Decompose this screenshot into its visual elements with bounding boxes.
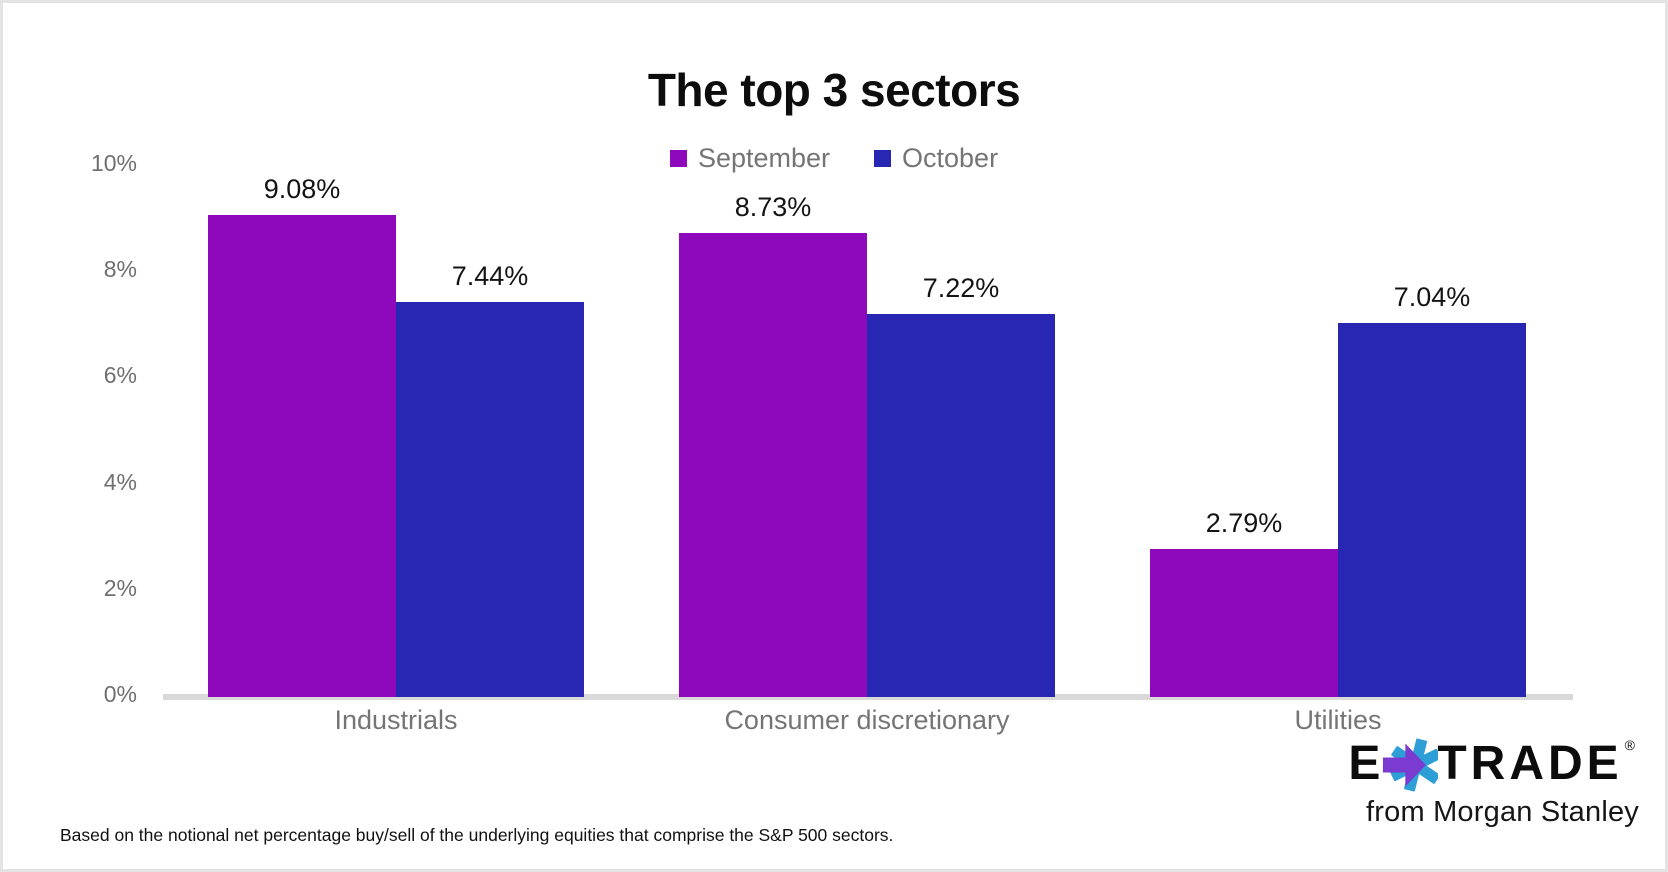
bar-value-label: 9.08%	[263, 173, 341, 204]
october-swatch-icon	[874, 150, 892, 167]
bar-october-industrials	[396, 301, 584, 697]
bar-value-label: 7.22%	[922, 272, 1000, 303]
bar-october-consumer-discretionary	[867, 313, 1055, 697]
y-tick-label: 2%	[103, 574, 137, 601]
chart-title: The top 3 sectors	[647, 64, 1021, 116]
bar-value-label: 2.79%	[1205, 507, 1283, 538]
logo-tagline: from Morgan Stanley	[1366, 796, 1639, 828]
bar-value-label: 7.04%	[1393, 282, 1471, 313]
footnote: Based on the notional net percentage buy…	[60, 825, 894, 845]
y-tick-label: 0%	[103, 681, 137, 707]
etrade-wordmark: E TRADE ®	[1348, 736, 1639, 792]
bar-value-label: 7.44%	[451, 260, 529, 291]
y-tick-label: 6%	[103, 362, 137, 389]
september-swatch-icon	[669, 150, 687, 167]
legend: September October	[3, 143, 1665, 174]
x-axis-baseline	[163, 694, 1573, 700]
y-tick-label: 8%	[103, 256, 137, 283]
etrade-wordmark-e: E	[1348, 737, 1385, 790]
legend-label-september: September	[697, 143, 831, 173]
legend-item-september: September	[669, 143, 831, 174]
category-label-utilities: Utilities	[1294, 705, 1382, 735]
bar-october-utilities	[1338, 323, 1526, 697]
etrade-logo: E TRADE ® from Morgan Stanley	[1348, 736, 1639, 829]
y-tick-label: 10%	[90, 150, 137, 176]
bar-september-industrials	[208, 214, 396, 697]
bar-value-label: 8.73%	[734, 192, 812, 223]
etrade-star-icon	[1383, 738, 1439, 792]
y-tick-label: 4%	[103, 468, 137, 495]
etrade-wordmark-trade: TRADE	[1437, 737, 1623, 790]
bar-september-consumer-discretionary	[679, 233, 867, 697]
legend-item-october: October	[874, 143, 998, 174]
category-label-industrials: Industrials	[334, 705, 458, 735]
legend-label-october: October	[902, 143, 999, 173]
registered-mark: ®	[1624, 737, 1639, 753]
bar-september-utilities	[1150, 548, 1338, 697]
category-label-consumer-discretionary: Consumer discretionary	[724, 705, 1010, 735]
